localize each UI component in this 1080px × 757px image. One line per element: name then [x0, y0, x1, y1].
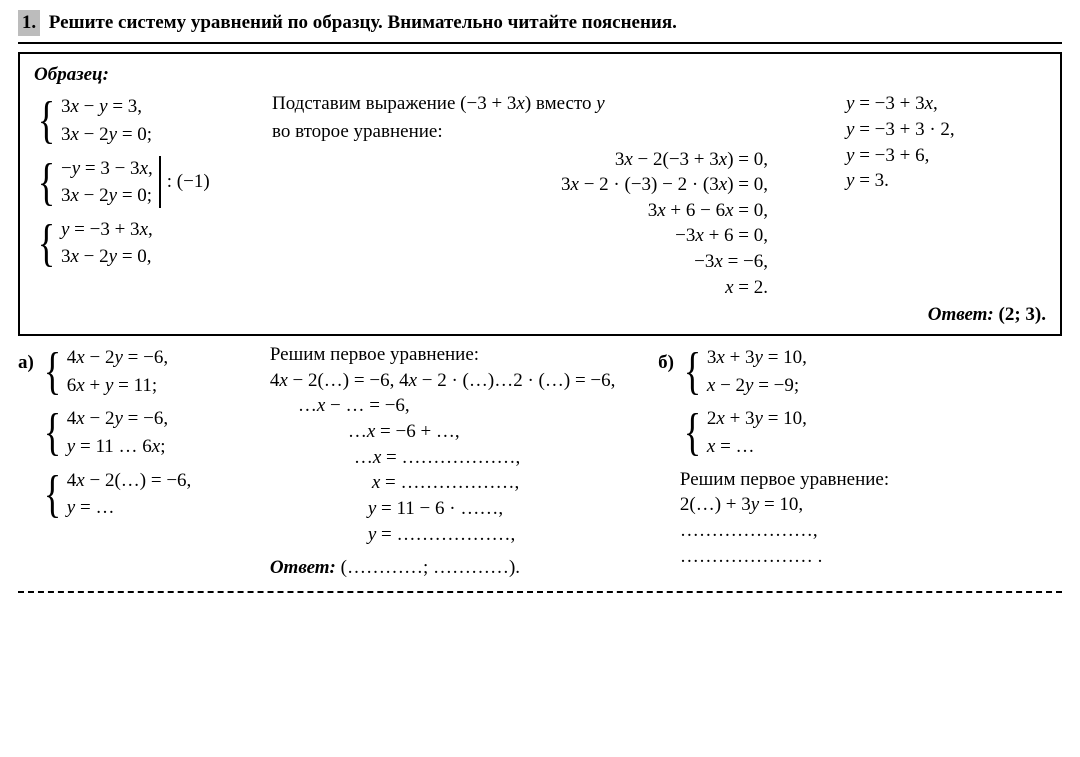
- sys-line: y = 11 … 6x;: [67, 433, 168, 461]
- brace-icon: {: [38, 93, 55, 148]
- task-title-text: Решите систему уравнений по образцу. Вни…: [49, 12, 677, 33]
- a-sys-2: { 4x − 2y = −6, y = 11 … 6x;: [40, 405, 270, 460]
- brace-icon: {: [44, 344, 61, 399]
- eq-line: y = ………………,: [270, 522, 644, 548]
- problem-a-label: а): [18, 342, 34, 581]
- sys-line: 3x − 2y = 0;: [61, 182, 153, 210]
- eq-line: …x = −6 + …,: [270, 419, 644, 445]
- brace-icon: {: [684, 344, 701, 399]
- eq-line: y = 3.: [846, 168, 1046, 194]
- eq-line: y = −3 + 3x,: [846, 91, 1046, 117]
- op-text: : (−1): [167, 169, 210, 195]
- eq-line: 3x + 6 − 6x = 0,: [272, 198, 768, 224]
- task-title: 1. Решите систему уравнений по образцу. …: [18, 10, 1062, 44]
- eq-line: …x − … = −6,: [270, 393, 644, 419]
- example-sys-1: { 3x − y = 3, 3x − 2y = 0;: [34, 93, 254, 148]
- example-box: Образец: { 3x − y = 3, 3x − 2y = 0; { −y…: [18, 52, 1062, 336]
- eq-line: …………………,: [680, 518, 889, 544]
- eq-line: 4x − 2(…) = −6, 4x − 2 · (…)…2 · (…) = −…: [270, 368, 644, 394]
- sys-line: −y = 3 − 3x,: [61, 155, 153, 183]
- eq-line: …x = ………………,: [270, 445, 644, 471]
- a-sys-1: { 4x − 2y = −6, 6x + y = 11;: [40, 344, 270, 399]
- eq-line: x = ………………,: [270, 470, 644, 496]
- eq-line: 3x − 2(−3 + 3x) = 0,: [272, 147, 768, 173]
- divide-note: : (−1): [157, 155, 210, 210]
- sys-line: 3x − 2y = 0,: [61, 243, 153, 271]
- example-sys-3: { y = −3 + 3x, 3x − 2y = 0,: [34, 216, 254, 271]
- a-sys-3: { 4x − 2(…) = −6, y = …: [40, 467, 270, 522]
- answer-label: Ответ:: [928, 304, 994, 325]
- example-right-col: y = −3 + 3x, y = −3 + 3 · 2, y = −3 + 6,…: [846, 91, 1046, 300]
- example-label: Образец:: [34, 62, 1046, 88]
- example-sys-2: { −y = 3 − 3x, 3x − 2y = 0; : (−1): [34, 155, 254, 210]
- eq-line: −3x = −6,: [272, 249, 768, 275]
- sys-line: 3x − y = 3,: [61, 93, 152, 121]
- b-sys-2: { 2x + 3y = 10, x = …: [680, 405, 889, 460]
- example-mid-col: Подставим выражение (−3 + 3x) вместо y в…: [272, 91, 828, 300]
- brace-icon: {: [38, 216, 55, 271]
- sys-line: 6x + y = 11;: [67, 372, 168, 400]
- example-answer: Ответ: (2; 3).: [34, 302, 1046, 328]
- sys-line: 4x − 2(…) = −6,: [67, 467, 192, 495]
- problems-row: а) { 4x − 2y = −6, 6x + y = 11; { 4x − 2…: [18, 342, 1062, 593]
- sys-line: x − 2y = −9;: [707, 372, 807, 400]
- a-answer: Ответ: (…………; …………).: [270, 555, 644, 581]
- sys-line: 4x − 2y = −6,: [67, 405, 168, 433]
- answer-value: (…………; …………).: [341, 557, 520, 578]
- eq-line: x = 2.: [272, 275, 768, 301]
- sys-line: 2x + 3y = 10,: [707, 405, 807, 433]
- example-mid-eqs: 3x − 2(−3 + 3x) = 0, 3x − 2 · (−3) − 2 ·…: [272, 147, 828, 301]
- brace-icon: {: [44, 467, 61, 522]
- sys-line: 3x − 2y = 0;: [61, 121, 152, 149]
- subst-line-2: во второе уравнение:: [272, 119, 828, 145]
- sys-line: 4x − 2y = −6,: [67, 344, 168, 372]
- eq-line: y = 11 − 6 · ……,: [270, 496, 644, 522]
- eq-line: ………………… .: [680, 544, 889, 570]
- brace-icon: {: [44, 405, 61, 460]
- example-left-col: { 3x − y = 3, 3x − 2y = 0; { −y = 3 − 3x…: [34, 91, 254, 300]
- eq-line: 2(…) + 3y = 10,: [680, 492, 889, 518]
- answer-label: Ответ:: [270, 557, 336, 578]
- eq-line: y = −3 + 6,: [846, 143, 1046, 169]
- problem-b-label: б): [658, 342, 674, 569]
- problem-b: б) { 3x + 3y = 10, x − 2y = −9; { 2x + 3…: [644, 342, 1062, 581]
- vertical-bar-icon: [159, 156, 161, 208]
- problem-a-mid: Решим первое уравнение: 4x − 2(…) = −6, …: [270, 342, 644, 581]
- task-number: 1.: [18, 10, 40, 36]
- subst-line-1: Подставим выражение (−3 + 3x) вместо y: [272, 91, 828, 117]
- sys-line: y = …: [67, 494, 192, 522]
- brace-icon: {: [684, 405, 701, 460]
- b-sys-1: { 3x + 3y = 10, x − 2y = −9;: [680, 344, 889, 399]
- sys-line: 3x + 3y = 10,: [707, 344, 807, 372]
- brace-icon: {: [38, 155, 55, 210]
- eq-line: 3x − 2 · (−3) − 2 · (3x) = 0,: [272, 172, 768, 198]
- problem-a-left: { 4x − 2y = −6, 6x + y = 11; { 4x − 2y =…: [40, 342, 270, 581]
- eq-line: −3x + 6 = 0,: [272, 223, 768, 249]
- eq-line: y = −3 + 3 · 2,: [846, 117, 1046, 143]
- b-head: Решим первое уравнение:: [680, 467, 889, 493]
- sys-line: x = …: [707, 433, 807, 461]
- answer-value: (2; 3).: [999, 304, 1046, 325]
- sys-line: y = −3 + 3x,: [61, 216, 153, 244]
- a-head: Решим первое уравнение:: [270, 342, 644, 368]
- problem-a: а) { 4x − 2y = −6, 6x + y = 11; { 4x − 2…: [18, 342, 644, 581]
